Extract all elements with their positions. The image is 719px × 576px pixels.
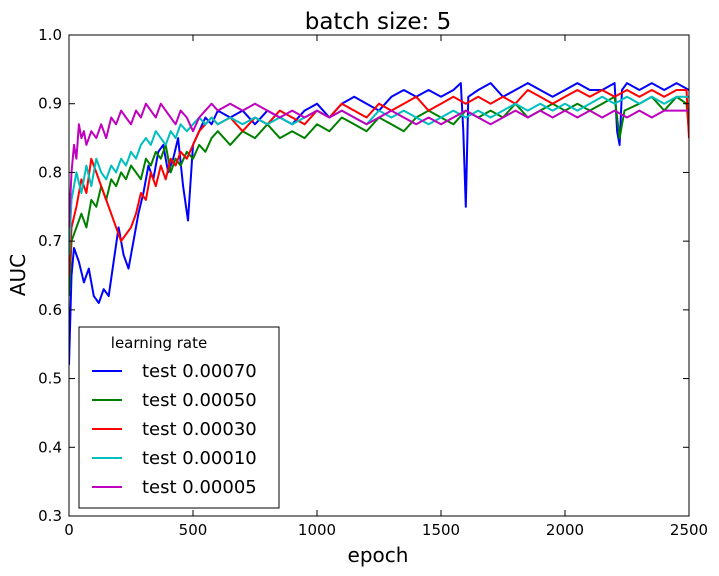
- x-axis-ticks: 0 500 1000 1500 2000 2500: [64, 35, 708, 539]
- legend-title: learning rate: [111, 334, 207, 352]
- y-tick-label: 0.9: [38, 95, 62, 113]
- x-tick-label: 500: [179, 521, 208, 539]
- legend-label: test 0.00030: [142, 419, 257, 440]
- y-tick-label: 0.6: [38, 301, 62, 319]
- series-line-2: [69, 95, 689, 297]
- legend-label: test 0.00050: [142, 390, 257, 411]
- legend: learning rate test 0.00070 test 0.00050 te…: [78, 326, 280, 509]
- plot-area-frame: [68, 34, 690, 517]
- legend-box: [78, 326, 280, 509]
- x-tick-label: 0: [64, 521, 74, 539]
- y-tick-label: 0.3: [38, 507, 62, 525]
- y-axis-ticks: 0.3 0.4 0.5 0.6 0.7 0.8 0.9 1.0: [38, 26, 689, 525]
- y-tick-label: 0.7: [38, 232, 62, 250]
- x-tick-label: 1500: [422, 521, 460, 539]
- y-tick-label: 1.0: [38, 26, 62, 44]
- chart-title: batch size: 5: [305, 9, 452, 35]
- series-line-1: [69, 82, 689, 365]
- series-line-3: [69, 89, 689, 276]
- y-tick-label: 0.5: [38, 370, 62, 388]
- x-tick-label: 2000: [546, 521, 584, 539]
- x-tick-label: 1000: [298, 521, 336, 539]
- y-axis-label: AUC: [6, 254, 30, 296]
- series-layer: [69, 82, 689, 365]
- series-line-5: [69, 102, 689, 228]
- legend-label: test 0.00070: [142, 361, 257, 382]
- x-axis-label: epoch: [348, 543, 409, 567]
- y-tick-label: 0.4: [38, 438, 62, 456]
- y-tick-label: 0.8: [38, 163, 62, 181]
- x-tick-label: 2500: [670, 521, 708, 539]
- legend-label: test 0.00005: [142, 477, 257, 498]
- legend-label: test 0.00010: [142, 448, 257, 469]
- series-line-4: [69, 95, 689, 255]
